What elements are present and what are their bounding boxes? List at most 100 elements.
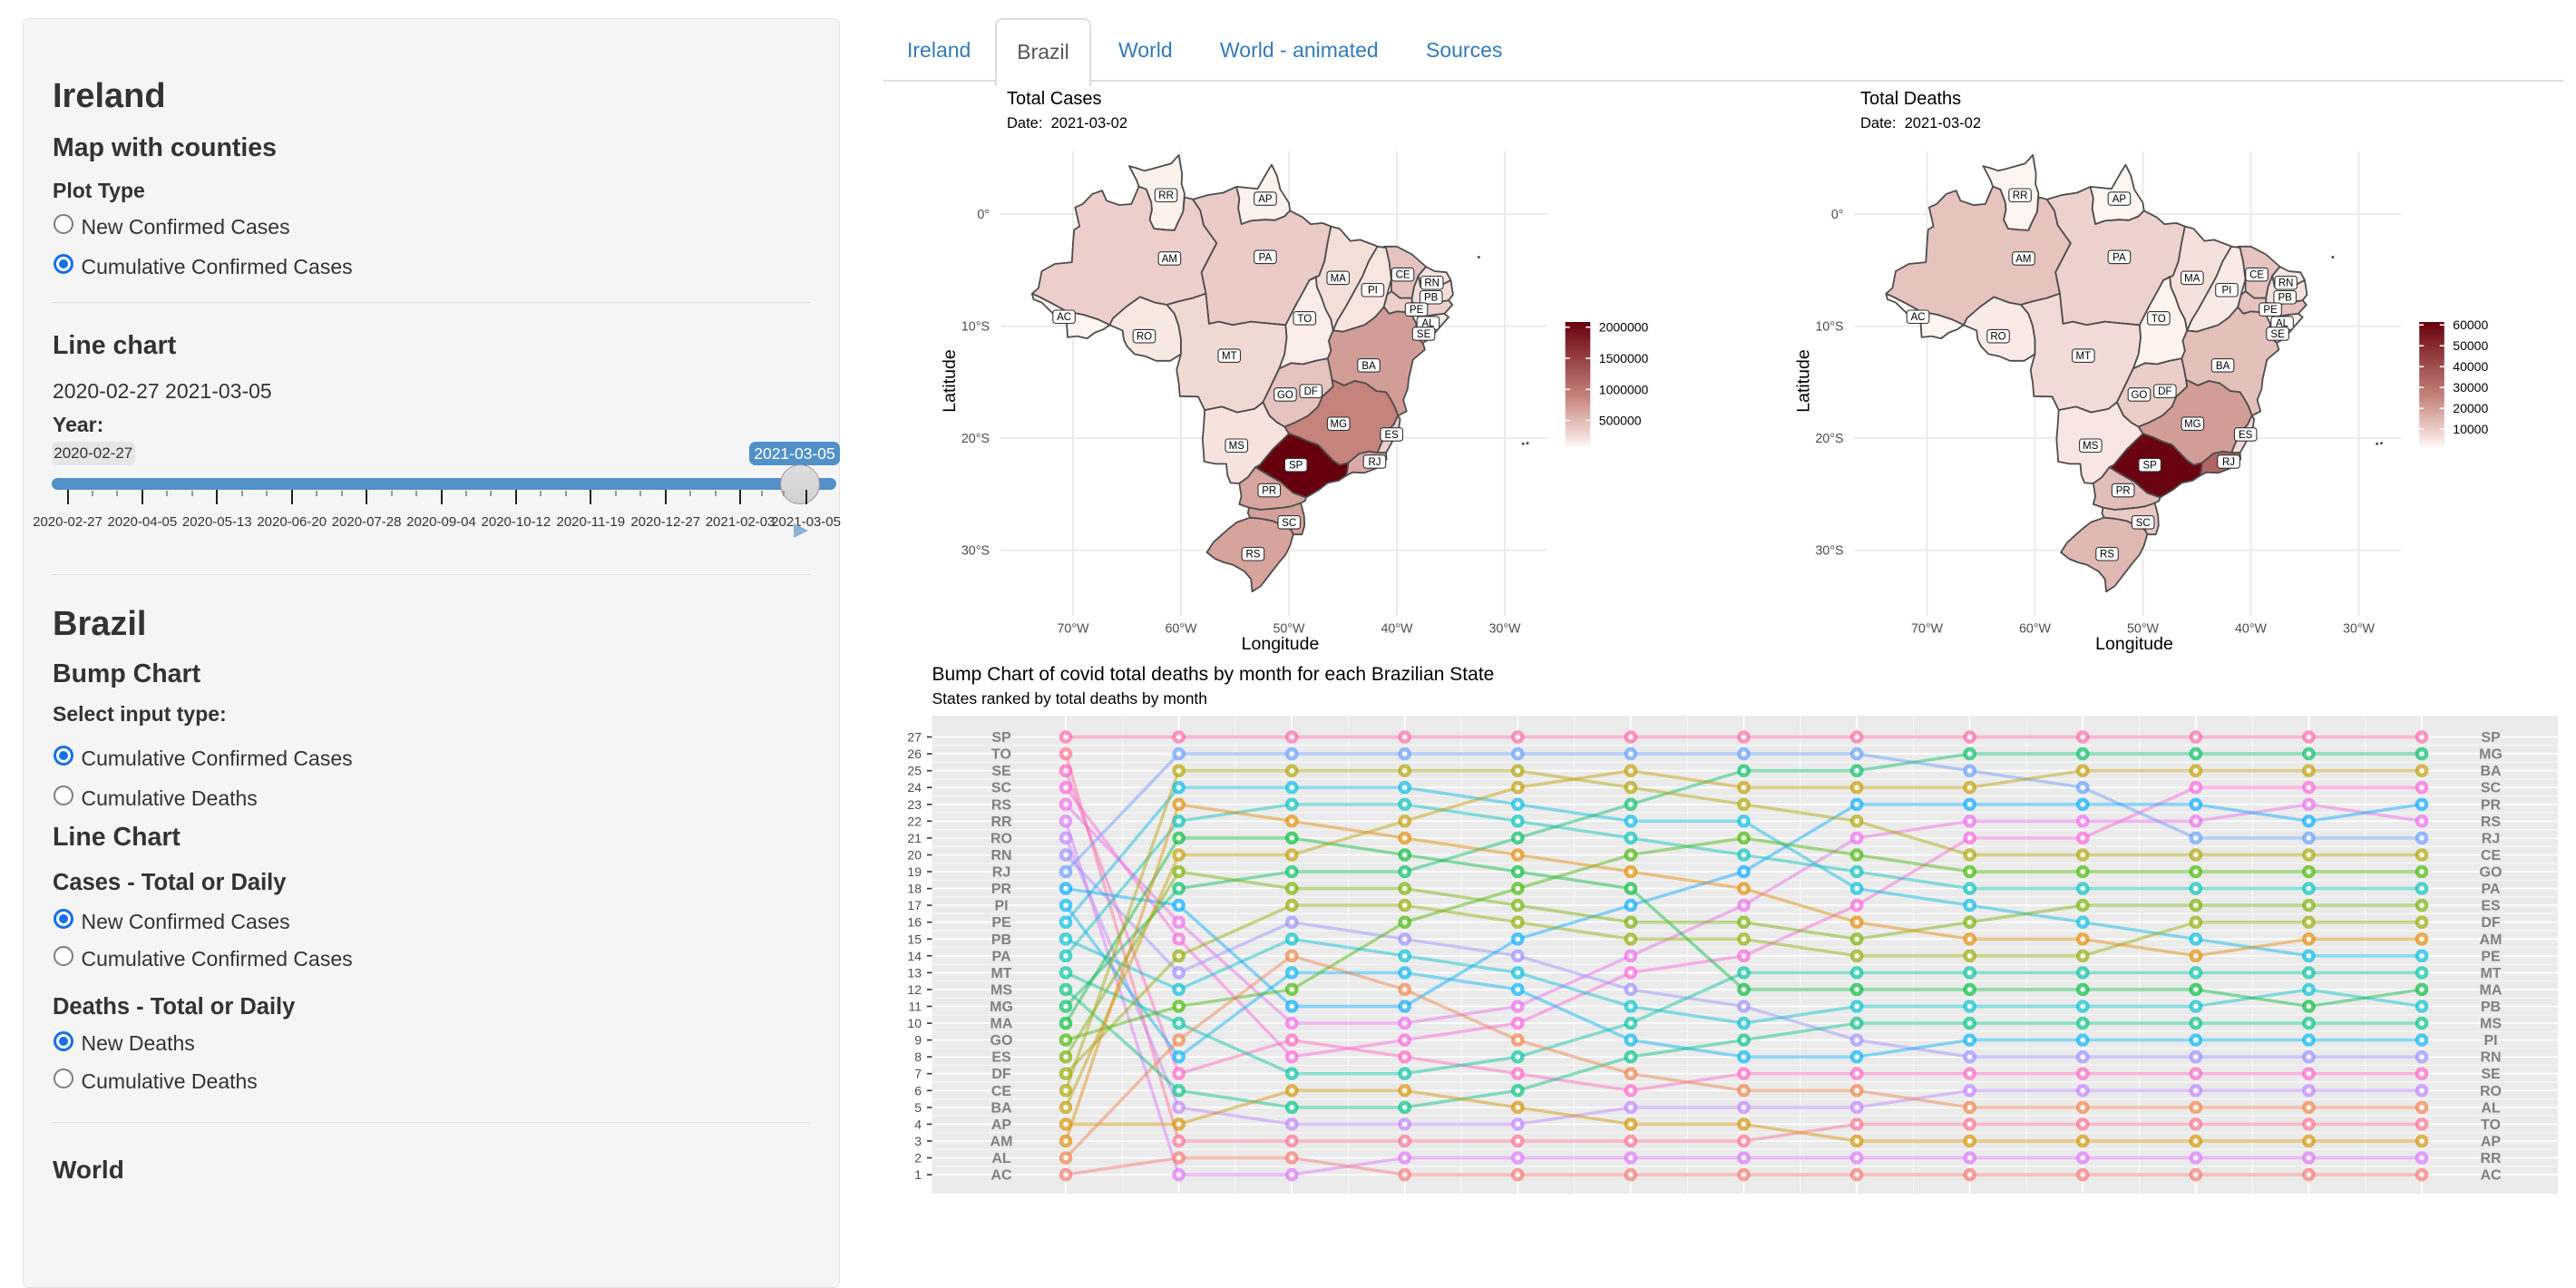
svg-text:PR: PR <box>1262 486 1276 497</box>
svg-text:1500000: 1500000 <box>1599 351 1649 366</box>
svg-text:9: 9 <box>914 1033 922 1048</box>
svg-text:12: 12 <box>907 982 922 997</box>
svg-text:CE: CE <box>1396 270 1410 281</box>
svg-text:CE: CE <box>991 1084 1012 1099</box>
svg-text:17: 17 <box>907 898 922 912</box>
svg-text:MG: MG <box>1331 419 1348 430</box>
svg-text:RO: RO <box>1990 332 2005 343</box>
svg-text:30000: 30000 <box>2453 380 2488 395</box>
svg-text:DF: DF <box>1304 386 1318 397</box>
svg-text:RJ: RJ <box>2222 457 2235 468</box>
svg-text:ES: ES <box>991 1050 1011 1066</box>
svg-text:18: 18 <box>907 882 922 896</box>
svg-text:8: 8 <box>914 1049 922 1064</box>
svg-text:MA: MA <box>2480 982 2503 998</box>
svg-text:5: 5 <box>914 1100 922 1115</box>
svg-text:PA: PA <box>2481 882 2500 897</box>
svg-text:MT: MT <box>2480 966 2501 981</box>
svg-text:PB: PB <box>2481 1000 2501 1015</box>
svg-text:SE: SE <box>991 764 1011 779</box>
svg-text:SP: SP <box>2481 730 2501 746</box>
svg-text:0°: 0° <box>1831 208 1844 222</box>
svg-text:DF: DF <box>991 1067 1011 1082</box>
svg-text:ES: ES <box>1385 430 1400 441</box>
svg-text:AL: AL <box>2276 318 2289 329</box>
svg-text:PR: PR <box>991 882 1012 897</box>
svg-text:AP: AP <box>1258 194 1273 205</box>
svg-text:States ranked by total deaths: States ranked by total deaths by month <box>932 689 1208 707</box>
svg-text:TO: TO <box>991 747 1011 763</box>
svg-text:20: 20 <box>907 848 922 863</box>
svg-text:RO: RO <box>990 831 1012 846</box>
svg-text:13: 13 <box>907 965 922 980</box>
svg-text:10°S: 10°S <box>1815 320 1843 335</box>
svg-text:DF: DF <box>2158 386 2171 397</box>
svg-text:GO: GO <box>990 1033 1013 1049</box>
svg-text:TO: TO <box>2481 1117 2501 1133</box>
svg-text:30°W: 30°W <box>2343 622 2376 637</box>
svg-text:MT: MT <box>1222 351 1237 362</box>
svg-text:40000: 40000 <box>2453 359 2488 374</box>
svg-text:PB: PB <box>1424 293 1439 304</box>
svg-text:AC: AC <box>1057 312 1071 323</box>
svg-text:20°S: 20°S <box>1815 432 1843 446</box>
svg-text:DF: DF <box>2481 915 2501 931</box>
svg-text:30°S: 30°S <box>961 544 990 559</box>
svg-text:50°W: 50°W <box>1273 622 1305 637</box>
svg-text:TO: TO <box>2152 314 2166 325</box>
svg-text:AP: AP <box>2481 1135 2502 1150</box>
svg-text:24: 24 <box>907 780 922 795</box>
svg-text:RS: RS <box>2481 815 2502 830</box>
svg-text:20°S: 20°S <box>961 432 990 446</box>
svg-text:MT: MT <box>2075 351 2091 362</box>
svg-text:AM: AM <box>2480 932 2503 948</box>
svg-text:PI: PI <box>994 899 1008 914</box>
svg-text:3: 3 <box>914 1134 922 1148</box>
svg-text:50000: 50000 <box>2453 338 2488 353</box>
svg-text:RR: RR <box>2013 190 2028 201</box>
svg-text:1: 1 <box>914 1167 922 1182</box>
svg-text:Longitude: Longitude <box>1242 634 1320 654</box>
svg-text:Longitude: Longitude <box>2095 634 2173 654</box>
svg-text:10: 10 <box>907 1016 922 1030</box>
svg-text:PA: PA <box>1259 252 1273 263</box>
svg-text:PB: PB <box>991 932 1011 948</box>
svg-text:14: 14 <box>907 949 922 963</box>
svg-text:BA: BA <box>990 1100 1012 1116</box>
svg-text:AM: AM <box>990 1135 1013 1150</box>
svg-text:SP: SP <box>1289 461 1303 472</box>
svg-text:10°S: 10°S <box>961 320 990 335</box>
svg-text:RR: RR <box>990 815 1012 830</box>
svg-text:AP: AP <box>991 1117 1012 1133</box>
svg-text:Date: 2021-03-02: Date: 2021-03-02 <box>1007 115 1127 132</box>
svg-text:AC: AC <box>2480 1168 2502 1184</box>
svg-text:RR: RR <box>2480 1151 2502 1166</box>
svg-text:2: 2 <box>914 1151 922 1166</box>
svg-text:30°W: 30°W <box>1488 622 1521 637</box>
svg-text:Total Cases: Total Cases <box>1007 89 1102 109</box>
svg-text:RJ: RJ <box>2482 831 2500 846</box>
svg-text:SE: SE <box>1417 329 1431 340</box>
svg-text:ES: ES <box>2481 899 2501 914</box>
svg-text:70°W: 70°W <box>1911 622 1944 637</box>
svg-text:RO: RO <box>1137 332 1152 343</box>
svg-text:PR: PR <box>2116 486 2131 497</box>
svg-text:15: 15 <box>907 932 922 946</box>
svg-text:60°W: 60°W <box>2019 622 2052 637</box>
svg-text:AM: AM <box>2015 254 2031 265</box>
svg-text:PE: PE <box>1410 305 1424 316</box>
svg-text:6: 6 <box>914 1083 922 1098</box>
svg-text:RS: RS <box>2100 550 2114 561</box>
svg-text:1000000: 1000000 <box>1599 382 1649 396</box>
svg-text:MS: MS <box>2480 1017 2502 1032</box>
svg-text:7: 7 <box>914 1067 922 1081</box>
svg-text:RN: RN <box>2278 278 2294 289</box>
svg-text:PI: PI <box>1368 286 1378 297</box>
svg-text:CE: CE <box>2249 270 2264 281</box>
svg-text:CE: CE <box>2481 848 2502 864</box>
svg-text:AL: AL <box>991 1151 1011 1166</box>
svg-text:AL: AL <box>1421 318 1435 329</box>
svg-text:SC: SC <box>2481 781 2502 796</box>
svg-text:21: 21 <box>907 831 922 845</box>
svg-text:GO: GO <box>2480 865 2503 881</box>
